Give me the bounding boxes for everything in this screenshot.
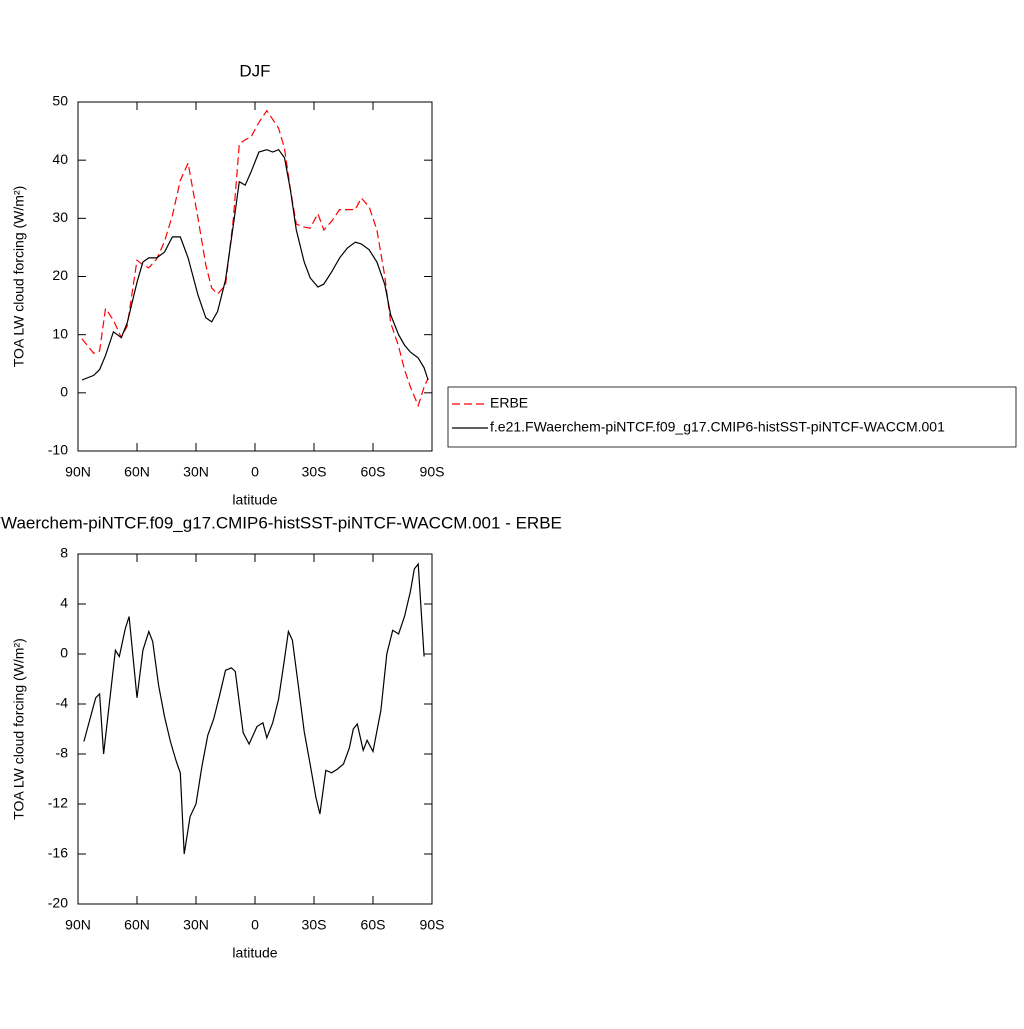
x-tick-label: 90N	[65, 917, 91, 933]
y-tick-label: -16	[48, 845, 68, 861]
legend-box	[447, 386, 1017, 448]
x-tick-label: 60N	[124, 917, 150, 933]
x-axis-label: latitude	[232, 945, 277, 961]
x-tick-label: 90S	[420, 464, 445, 480]
x-tick-label: 0	[251, 464, 259, 480]
x-tick-label: 30N	[183, 917, 209, 933]
x-tick-label: 90S	[420, 917, 445, 933]
legend-label: ERBE	[490, 395, 528, 411]
x-tick-label: 30S	[302, 464, 327, 480]
y-tick-label: 8	[60, 545, 68, 561]
chart-title: f.e21.FWaerchem-piNTCF.f09_g17.CMIP6-his…	[0, 513, 562, 532]
x-tick-label: 60S	[361, 464, 386, 480]
y-tick-label: 30	[52, 209, 68, 225]
y-tick-label: -4	[56, 695, 69, 711]
x-tick-label: 60N	[124, 464, 150, 480]
x-tick-label: 90N	[65, 464, 91, 480]
y-tick-label: 0	[60, 384, 68, 400]
y-tick-label: 20	[52, 267, 68, 283]
x-tick-label: 0	[251, 917, 259, 933]
y-tick-label: 10	[52, 325, 68, 341]
legend-label: f.e21.FWaerchem-piNTCF.f09_g17.CMIP6-his…	[490, 419, 945, 435]
series-line	[81, 148, 429, 381]
plot-frame	[77, 553, 433, 905]
y-tick-label: 50	[52, 93, 68, 109]
series-line	[81, 109, 429, 408]
x-tick-label: 30S	[302, 917, 327, 933]
y-tick-label: -10	[48, 442, 68, 458]
y-tick-label: -12	[48, 795, 68, 811]
y-axis-label: TOA LW cloud forcing (W/m²)	[11, 186, 27, 368]
y-tick-label: 4	[60, 595, 68, 611]
y-tick-label: -8	[56, 745, 69, 761]
y-axis-label: TOA LW cloud forcing (W/m²)	[11, 638, 27, 820]
x-axis-label: latitude	[232, 492, 277, 508]
chart-title: DJF	[239, 61, 270, 80]
plot-frame	[77, 101, 433, 452]
y-tick-label: -20	[48, 895, 68, 911]
y-tick-label: 40	[52, 151, 68, 167]
y-tick-label: 0	[60, 645, 68, 661]
series-line	[83, 562, 425, 855]
x-tick-label: 60S	[361, 917, 386, 933]
x-tick-label: 30N	[183, 464, 209, 480]
